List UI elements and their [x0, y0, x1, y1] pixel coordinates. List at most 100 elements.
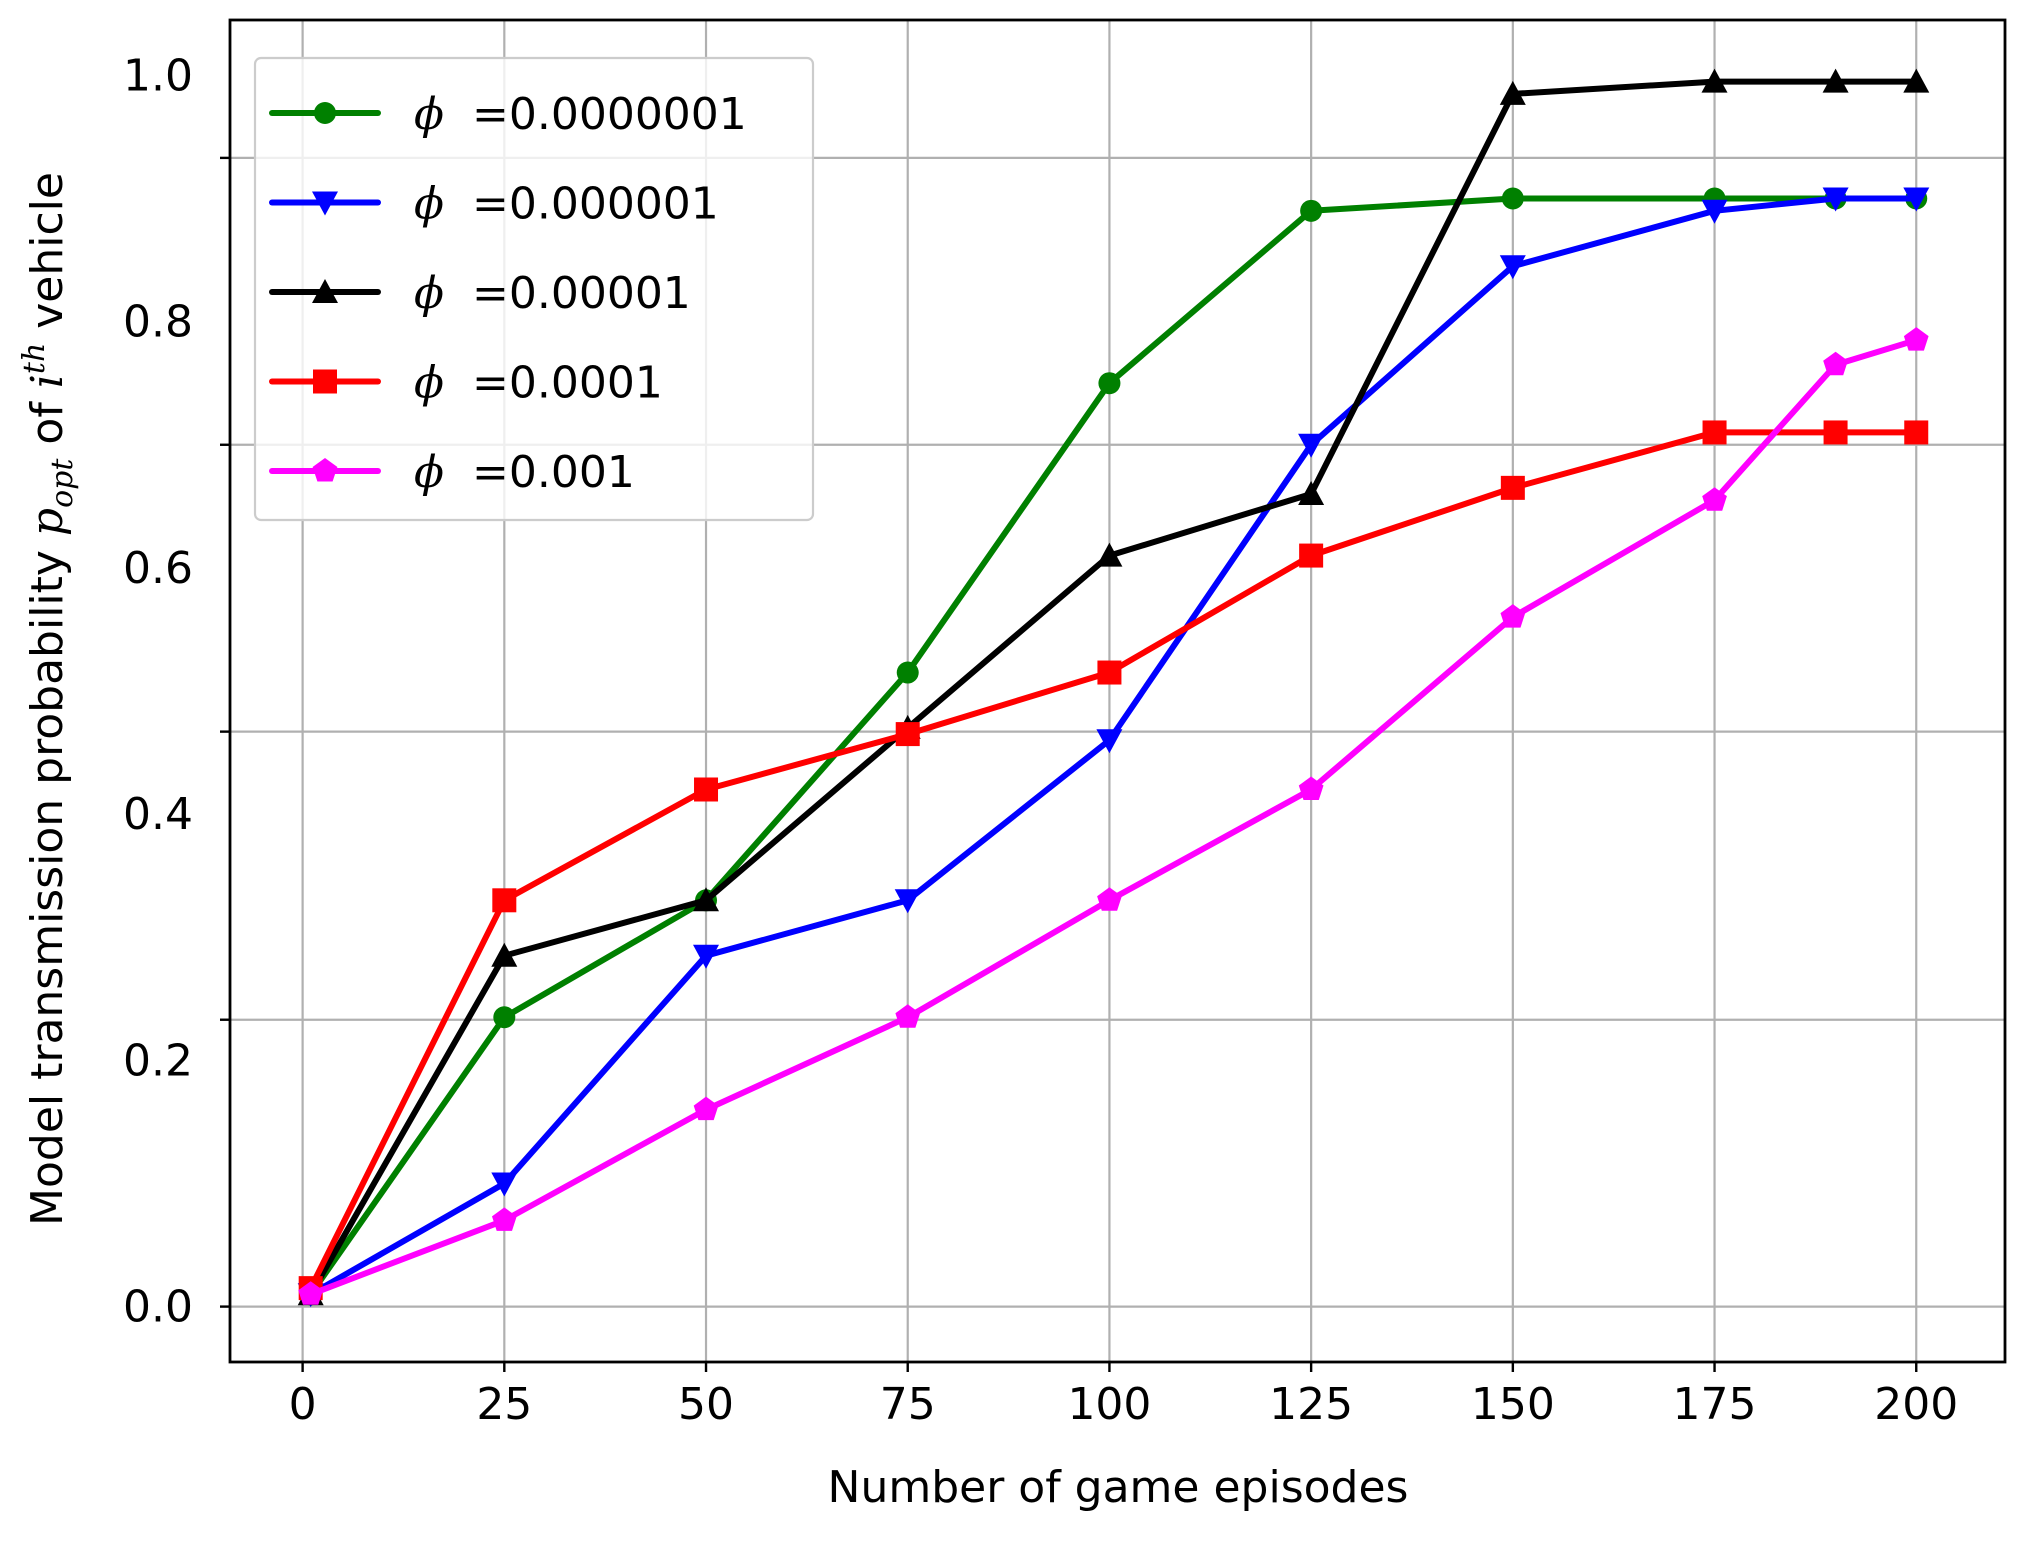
legend-label-value-0: =0.0000001	[458, 89, 747, 140]
series-1-point-2	[693, 944, 719, 969]
x-tick-label-1: 25	[476, 1379, 532, 1430]
legend-box	[253, 56, 815, 522]
series-4-point-1	[492, 1207, 517, 1231]
legend-entry-0: ϕ =0.0000001	[269, 89, 747, 140]
series-3-point-6	[1500, 475, 1525, 500]
x-axis-label: Number of game episodes	[828, 1462, 1409, 1513]
series-2-line	[307, 78, 1920, 1298]
series-4-point-4	[1097, 887, 1122, 911]
legend-label-3: ϕ =0.0001	[414, 358, 663, 409]
series-2-point-7	[1701, 68, 1728, 93]
series-1-point-7	[1701, 199, 1728, 224]
series-3-point-9	[1904, 420, 1929, 445]
x-tick-label-2: 50	[678, 1379, 734, 1430]
series-4-point-6	[1500, 604, 1526, 628]
legend-marker-3	[313, 369, 337, 394]
series-1-point-9	[1903, 187, 1930, 212]
series-4-point-3	[895, 1004, 921, 1028]
series-3-point-7	[1702, 420, 1727, 445]
legend-entry-2: ϕ =0.00001	[269, 268, 691, 319]
y-axis-label-p-sub: opt	[45, 458, 80, 508]
legend-label-symbol-3: ϕ	[414, 358, 444, 409]
y-tick-label-1: 0.2	[123, 1035, 193, 1086]
series-0-point-6	[1501, 187, 1524, 210]
x-tick-label-3: 75	[880, 1379, 936, 1430]
series-4-point-9	[1903, 327, 1929, 351]
series-2-point-8	[1822, 68, 1849, 93]
x-tick-label-4: 100	[1067, 1379, 1151, 1430]
y-tick-label-5: 1.0	[123, 50, 193, 101]
legend-label-symbol-4: ϕ	[414, 447, 444, 498]
series-4-point-2	[693, 1096, 719, 1121]
legend-label-symbol-1: ϕ	[414, 179, 444, 230]
x-tick-label-5: 125	[1269, 1379, 1353, 1430]
series-4-point-0	[298, 1281, 323, 1305]
x-tick-label-6: 150	[1471, 1379, 1555, 1430]
series-1-point-1	[491, 1172, 518, 1197]
series-3-point-3	[895, 722, 920, 747]
series-0-point-3	[896, 661, 919, 684]
series-0-point-4	[1098, 372, 1121, 395]
series-1-point-6	[1499, 255, 1526, 280]
y-tick-label-4: 0.8	[123, 297, 193, 348]
legend-marker-1	[312, 191, 338, 216]
y-tick-label-2: 0.4	[123, 789, 193, 840]
series-4	[298, 327, 1929, 1305]
x-tick-label-8: 200	[1874, 1379, 1958, 1430]
y-axis-label-i: i	[22, 374, 73, 388]
series-1-line	[307, 195, 1920, 1298]
legend-entry-4: ϕ =0.001	[269, 447, 635, 498]
series-1-point-4	[1096, 729, 1123, 754]
series-3-point-1	[492, 888, 517, 913]
legend-label-2: ϕ =0.00001	[414, 268, 691, 319]
legend-label-symbol-0: ϕ	[414, 89, 444, 140]
series-4-point-7	[1702, 487, 1727, 511]
series-3-point-8	[1823, 420, 1848, 445]
series-0-line	[307, 195, 1920, 1298]
series-2-point-2	[693, 887, 719, 912]
series-2-point-9	[1903, 68, 1930, 93]
series-1-point-3	[894, 889, 921, 914]
series-0-point-5	[1300, 199, 1323, 222]
y-tick-label-3: 0.6	[123, 543, 193, 594]
series-1-point-5	[1298, 433, 1325, 458]
y-axis-label-of: of	[22, 388, 73, 458]
y-tick-label-0: 0.0	[123, 1282, 193, 1333]
y-axis-label-p: p	[22, 508, 73, 536]
series-0-point-1	[493, 1006, 516, 1029]
legend-marker-2	[312, 279, 338, 303]
x-tick-label-7: 175	[1673, 1379, 1757, 1430]
legend-label-1: ϕ =0.000001	[414, 179, 719, 230]
series-2-point-6	[1499, 80, 1526, 105]
series-4-point-5	[1298, 776, 1324, 800]
series-3-point-5	[1299, 543, 1324, 568]
legend-entry-1: ϕ =0.000001	[269, 179, 719, 230]
axis-ticks: 0 25 50 75 100 125 150 175 200 0.0 0.2 0.4 0.6 0.8 1.0	[123, 50, 1958, 1430]
y-axis-label-i-sup: th	[17, 343, 52, 374]
legend-marker-0	[314, 102, 336, 124]
series-1-point-8	[1822, 187, 1849, 212]
plot-series	[297, 68, 1930, 1308]
series-4-line	[307, 337, 1920, 1298]
x-tick-label-0: 0	[289, 1379, 317, 1430]
axes-frame	[228, 18, 2007, 1364]
series-2-point-4	[1096, 542, 1123, 567]
legend-entry-3: ϕ =0.0001	[269, 358, 663, 409]
legend-label-value-1: =0.000001	[458, 179, 719, 230]
legend-label-4: ϕ =0.001	[414, 447, 635, 498]
series-3-point-4	[1097, 660, 1122, 685]
y-axis-label-main: Model transmission probability	[22, 536, 73, 1226]
legend-label-value-2: =0.00001	[458, 268, 691, 319]
legend-label-value-3: =0.0001	[458, 358, 663, 409]
legend-label-symbol-2: ϕ	[414, 268, 444, 319]
series-2-point-1	[491, 942, 518, 967]
legend-label-0: ϕ =0.0000001	[414, 89, 747, 140]
series-3-point-2	[694, 777, 719, 802]
series-4-point-8	[1823, 351, 1848, 376]
series-2-point-5	[1298, 481, 1325, 505]
legend-label-value-4: =0.001	[458, 447, 635, 498]
y-axis-label-end: vehicle	[22, 172, 73, 343]
legend-marker-4	[312, 458, 338, 482]
